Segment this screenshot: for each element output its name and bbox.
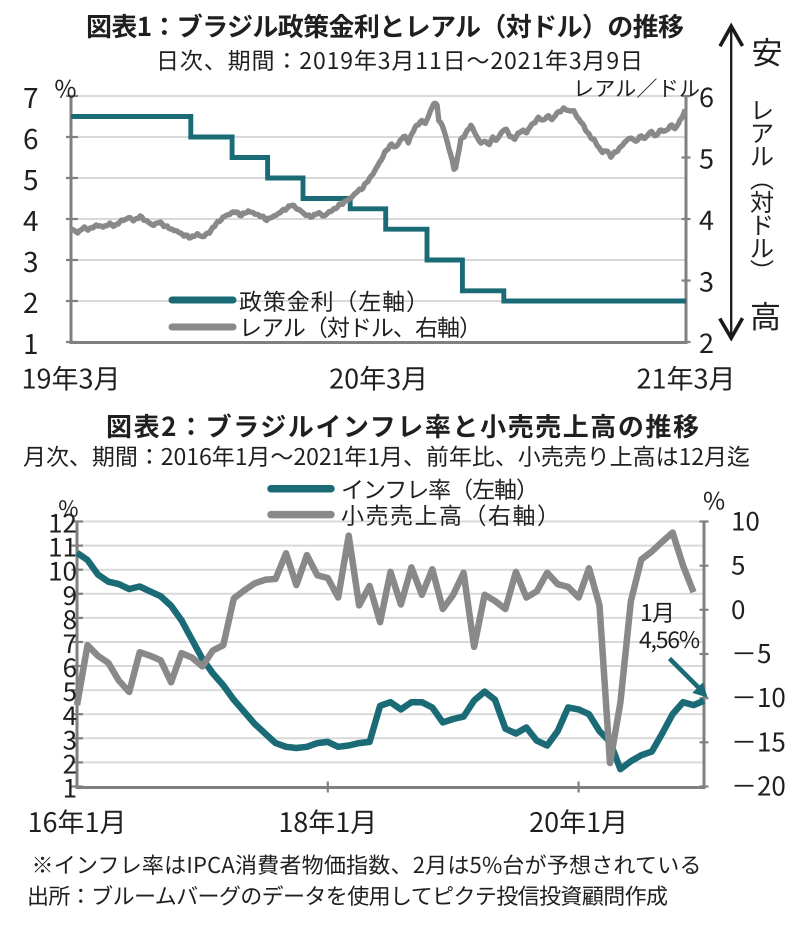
svg-text:11: 11 xyxy=(48,528,77,565)
svg-text:5: 5 xyxy=(63,672,77,709)
svg-text:16年1月: 16年1月 xyxy=(28,801,127,840)
svg-text:21年3月: 21年3月 xyxy=(637,358,736,397)
svg-text:%: % xyxy=(703,482,725,517)
svg-text:7: 7 xyxy=(63,624,77,661)
svg-text:ア: ア xyxy=(750,114,774,149)
svg-text:1: 1 xyxy=(23,323,39,363)
svg-text:月次、期間：2016年1月～2021年1月、前年比、小売売り: 月次、期間：2016年1月～2021年1月、前年比、小売売り上高は12月迄 xyxy=(23,438,750,472)
svg-text:－10: －10 xyxy=(731,678,786,715)
svg-text:18年1月: 18年1月 xyxy=(278,801,377,840)
svg-text:6: 6 xyxy=(23,118,39,158)
svg-text:1月: 1月 xyxy=(640,594,675,628)
svg-text:2: 2 xyxy=(63,744,77,781)
svg-text:8: 8 xyxy=(63,600,77,637)
svg-text:3: 3 xyxy=(63,720,77,757)
svg-text:10: 10 xyxy=(731,502,760,539)
svg-text:レアル（対ドル、右軸）: レアル（対ドル、右軸） xyxy=(239,309,482,343)
svg-text:※インフレ率はIPCA消費者物価指数、2月は5%台が予想され: ※インフレ率はIPCA消費者物価指数、2月は5%台が予想されている xyxy=(32,848,702,880)
svg-text:6: 6 xyxy=(699,76,714,115)
svg-text:2: 2 xyxy=(699,322,714,361)
svg-text:︵: ︵ xyxy=(750,160,774,195)
svg-text:0: 0 xyxy=(731,590,745,627)
svg-text:5: 5 xyxy=(699,138,714,177)
svg-text:20年1月: 20年1月 xyxy=(529,801,628,840)
svg-text:4: 4 xyxy=(63,696,77,733)
svg-text:小売売上高（右軸）: 小売売上高（右軸） xyxy=(341,497,560,531)
svg-text:12: 12 xyxy=(48,504,77,541)
svg-text:ド: ド xyxy=(750,206,774,241)
svg-text:20年3月: 20年3月 xyxy=(329,358,428,397)
svg-text:高: 高 xyxy=(750,292,781,337)
svg-text:インフレ率（左軸）: インフレ率（左軸） xyxy=(341,471,539,505)
svg-text:%: % xyxy=(58,492,78,524)
svg-text:3: 3 xyxy=(23,241,39,281)
svg-text:出所：ブルームバーグのデータを使用してピクテ投信投資顧問作成: 出所：ブルームバーグのデータを使用してピクテ投信投資顧問作成 xyxy=(27,879,668,911)
svg-text:政策金利（左軸）: 政策金利（左軸） xyxy=(239,283,429,317)
svg-text:10: 10 xyxy=(48,552,77,589)
svg-text:5: 5 xyxy=(23,159,39,199)
svg-text:図表1：ブラジル政策金利とレアル（対ドル）の推移: 図表1：ブラジル政策金利とレアル（対ドル）の推移 xyxy=(86,7,684,44)
svg-text:－20: －20 xyxy=(731,767,786,804)
svg-text:6: 6 xyxy=(63,648,77,685)
svg-text:5: 5 xyxy=(731,546,745,583)
svg-text:安: 安 xyxy=(752,28,783,73)
svg-text:4: 4 xyxy=(23,200,39,240)
svg-text:4,56%: 4,56% xyxy=(639,621,700,655)
svg-text:19年3月: 19年3月 xyxy=(22,358,121,397)
svg-text:－5: －5 xyxy=(731,634,771,671)
svg-text:2: 2 xyxy=(23,282,39,322)
svg-text:対: 対 xyxy=(750,183,774,218)
svg-text:1: 1 xyxy=(63,769,77,806)
svg-text:ル: ル xyxy=(750,229,774,264)
svg-text:3: 3 xyxy=(699,261,714,300)
svg-text:ル: ル xyxy=(750,137,774,172)
svg-text:日次、期間：2019年3月11日～2021年3月9日: 日次、期間：2019年3月11日～2021年3月9日 xyxy=(156,42,643,76)
svg-text:レアル／ドル: レアル／ドル xyxy=(573,73,700,103)
svg-text:－15: －15 xyxy=(731,722,786,759)
svg-text:%: % xyxy=(54,70,76,105)
svg-text:9: 9 xyxy=(63,576,77,613)
svg-text:レ: レ xyxy=(750,91,774,126)
svg-text:7: 7 xyxy=(23,77,39,117)
svg-text:図表2：ブラジルインフレ率と小売売上高の推移: 図表2：ブラジルインフレ率と小売売上高の推移 xyxy=(106,407,699,444)
svg-text:4: 4 xyxy=(699,199,714,238)
svg-text:︶: ︶ xyxy=(750,252,774,287)
